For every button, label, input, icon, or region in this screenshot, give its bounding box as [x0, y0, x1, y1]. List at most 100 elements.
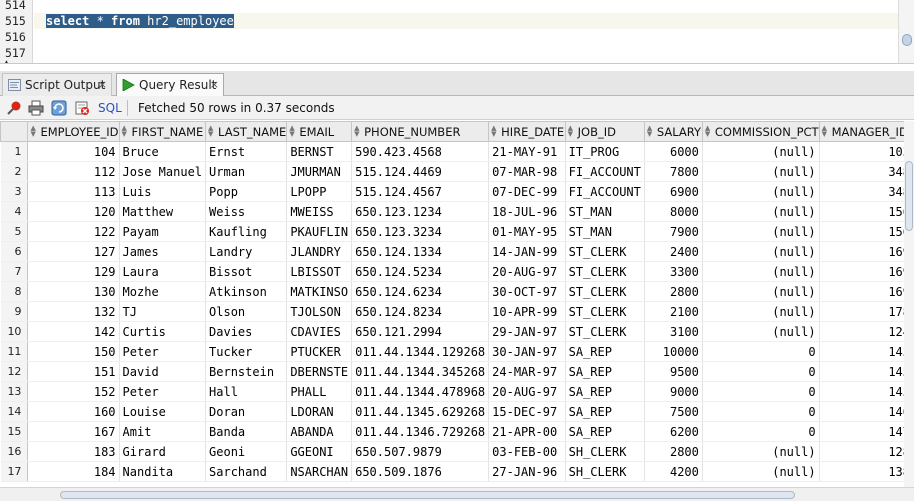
table-row[interactable]: 2 112 Jose Manuel Urman JMURMAN 515.124.4469 0…: [0, 161, 914, 182]
table-cell[interactable]: FI_ACCOUNT: [565, 161, 645, 182]
code-line[interactable]: [34, 0, 898, 13]
close-icon[interactable]: ×: [209, 78, 219, 91]
sql-link[interactable]: SQL: [98, 101, 122, 115]
table-cell[interactable]: 07-MAR-98: [488, 161, 566, 182]
table-cell[interactable]: Mozhe: [119, 281, 207, 302]
table-row[interactable]: 4 120 Matthew Weiss MWEISS 650.123.1234 18-JUL…: [0, 201, 914, 222]
table-cell[interactable]: 113: [27, 181, 120, 202]
table-cell[interactable]: 0: [702, 341, 820, 362]
table-row[interactable]: 5 122 Payam Kaufling PKAUFLIN 650.123.3234 01-…: [0, 221, 914, 242]
table-cell[interactable]: 24-MAR-97: [488, 361, 566, 382]
table-cell[interactable]: 01-MAY-95: [488, 221, 566, 242]
column-header[interactable]: ▲ ▼ LAST_NAME: [205, 121, 288, 142]
table-cell[interactable]: Girard: [119, 441, 207, 462]
table-cell[interactable]: Peter: [119, 341, 207, 362]
table-cell[interactable]: 7900: [644, 221, 703, 242]
table-cell[interactable]: SA_REP: [565, 421, 645, 442]
table-row[interactable]: 13 152 Peter Hall PHALL 011.44.1344.478968 20-…: [0, 381, 914, 402]
column-header[interactable]: ▲ ▼ SALARY: [643, 121, 703, 142]
table-cell[interactable]: TJ: [119, 301, 207, 322]
table-cell[interactable]: 6000: [644, 141, 703, 162]
horizontal-scroll-thumb[interactable]: [60, 491, 795, 499]
table-cell[interactable]: 650.124.5234: [351, 261, 490, 282]
table-cell[interactable]: 20-AUG-97: [488, 261, 566, 282]
table-cell[interactable]: (null): [702, 441, 820, 462]
grid-scroll-thumb[interactable]: [905, 161, 913, 231]
column-header[interactable]: ▲ ▼ COMMISSION_PCT: [701, 121, 820, 142]
table-cell[interactable]: 127: [27, 241, 120, 262]
table-cell[interactable]: 147: [819, 421, 914, 442]
table-cell[interactable]: 011.44.1344.129268: [351, 341, 490, 362]
grid-vertical-scrollbar[interactable]: [904, 121, 914, 487]
table-cell[interactable]: LBISSOT: [286, 261, 353, 282]
table-row[interactable]: 16 183 Girard Geoni GGEONI 650.507.9879 03-FEB…: [0, 441, 914, 462]
table-cell[interactable]: MWEISS: [286, 201, 353, 222]
table-cell[interactable]: ST_CLERK: [565, 241, 645, 262]
table-cell[interactable]: SA_REP: [565, 401, 645, 422]
table-cell[interactable]: Geoni: [205, 441, 288, 462]
table-cell[interactable]: Banda: [205, 421, 288, 442]
table-cell[interactable]: SA_REP: [565, 381, 645, 402]
table-cell[interactable]: 590.423.4568: [351, 141, 490, 162]
table-cell[interactable]: 29-JAN-97: [488, 321, 566, 342]
table-cell[interactable]: Matthew: [119, 201, 207, 222]
table-cell[interactable]: Landry: [205, 241, 288, 262]
table-cell[interactable]: 145: [819, 381, 914, 402]
table-cell[interactable]: 2100: [644, 301, 703, 322]
table-cell[interactable]: David: [119, 361, 207, 382]
table-cell[interactable]: Popp: [205, 181, 288, 202]
table-cell[interactable]: 169: [819, 241, 914, 262]
table-cell[interactable]: 03-FEB-00: [488, 441, 566, 462]
table-cell[interactable]: 011.44.1346.729268: [351, 421, 490, 442]
table-cell[interactable]: 160: [27, 401, 120, 422]
table-cell[interactable]: 145: [819, 341, 914, 362]
table-cell[interactable]: Payam: [119, 221, 207, 242]
column-header[interactable]: ▲ ▼ EMAIL: [286, 121, 353, 142]
sql-editor[interactable]: 514 515 516 517 select * from hr2_employ…: [0, 0, 914, 64]
table-cell[interactable]: 167: [27, 421, 120, 442]
table-cell[interactable]: Davies: [205, 321, 288, 342]
table-cell[interactable]: Kaufling: [205, 221, 288, 242]
table-cell[interactable]: 138: [819, 461, 914, 482]
cancel-fetch-icon[interactable]: [74, 100, 90, 116]
table-row[interactable]: 14 160 Louise Doran LDORAN 011.44.1345.629268…: [0, 401, 914, 422]
table-cell[interactable]: CDAVIES: [286, 321, 353, 342]
print-icon[interactable]: [28, 100, 44, 116]
table-cell[interactable]: Olson: [205, 301, 288, 322]
table-cell[interactable]: (null): [702, 261, 820, 282]
table-cell[interactable]: (null): [702, 241, 820, 262]
table-cell[interactable]: 011.44.1345.629268: [351, 401, 490, 422]
table-cell[interactable]: 650.124.8234: [351, 301, 490, 322]
table-cell[interactable]: 650.507.9879: [351, 441, 490, 462]
code-line-query[interactable]: select * from hr2_employee: [34, 13, 898, 29]
table-cell[interactable]: 150: [27, 341, 120, 362]
table-cell[interactable]: ST_CLERK: [565, 321, 645, 342]
table-cell[interactable]: 0: [702, 421, 820, 442]
table-cell[interactable]: Doran: [205, 401, 288, 422]
table-cell[interactable]: James: [119, 241, 207, 262]
table-cell[interactable]: BERNST: [286, 141, 353, 162]
table-cell[interactable]: (null): [702, 281, 820, 302]
refresh-icon[interactable]: [51, 100, 67, 116]
table-cell[interactable]: (null): [702, 321, 820, 342]
table-cell[interactable]: 6200: [644, 421, 703, 442]
table-cell[interactable]: Bissot: [205, 261, 288, 282]
table-row[interactable]: 9 132 TJ Olson TJOLSON 650.124.8234 10-APR-99 S…: [0, 301, 914, 322]
table-cell[interactable]: 10-APR-99: [488, 301, 566, 322]
table-cell[interactable]: 348: [819, 161, 914, 182]
table-cell[interactable]: 9500: [644, 361, 703, 382]
table-cell[interactable]: 18-JUL-96: [488, 201, 566, 222]
table-cell[interactable]: 30-JAN-97: [488, 341, 566, 362]
editor-vertical-scrollbar[interactable]: [898, 0, 914, 63]
table-cell[interactable]: (null): [702, 161, 820, 182]
table-cell[interactable]: 21-MAY-91: [488, 141, 566, 162]
table-cell[interactable]: (null): [702, 181, 820, 202]
table-cell[interactable]: GGEONI: [286, 441, 353, 462]
table-cell[interactable]: 2400: [644, 241, 703, 262]
editor-scroll-thumb[interactable]: [902, 34, 912, 46]
table-cell[interactable]: 178: [819, 301, 914, 322]
grid-horizontal-scrollbar[interactable]: [0, 487, 914, 501]
table-cell[interactable]: PTUCKER: [286, 341, 353, 362]
table-cell[interactable]: 650.509.1876: [351, 461, 490, 482]
table-cell[interactable]: 9000: [644, 381, 703, 402]
